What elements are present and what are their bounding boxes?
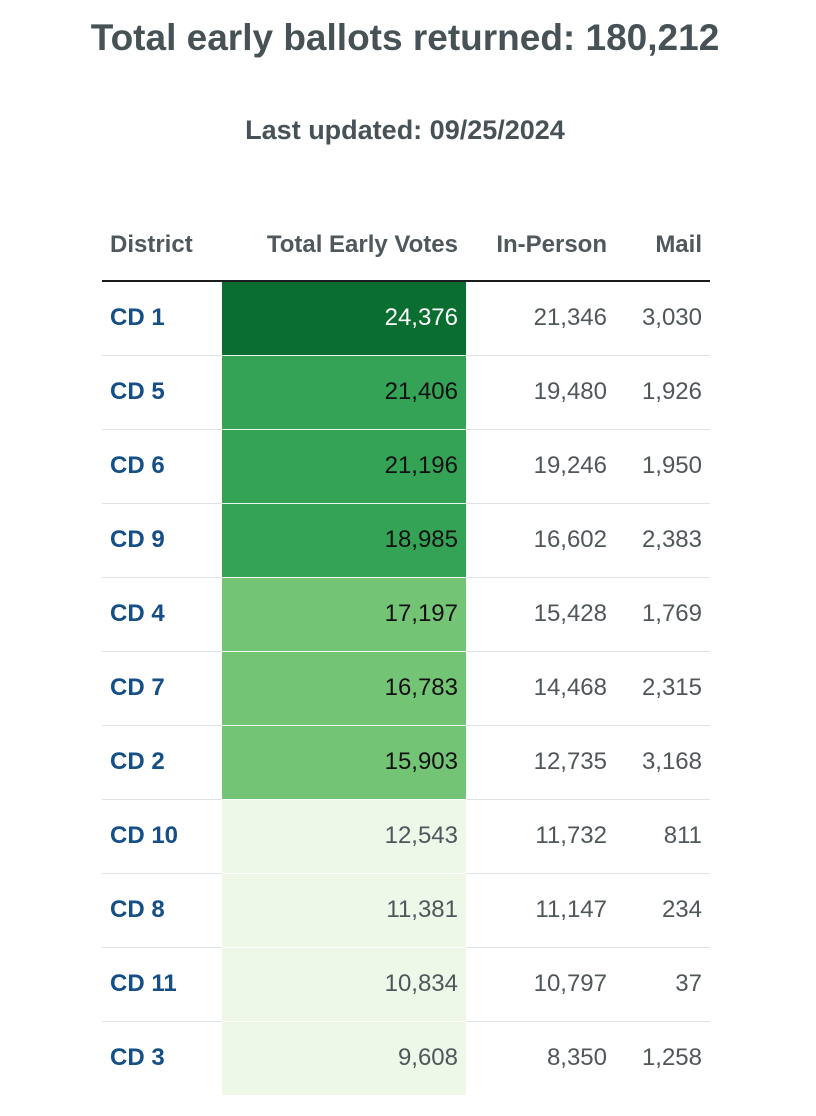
- in-person-cell: 11,732: [466, 799, 615, 874]
- table-body: CD 1 24,376 21,346 3,030 CD 5 21,406 19,480 1,9…: [102, 281, 710, 1095]
- in-person-cell: 19,246: [466, 429, 615, 504]
- column-header-total-early-votes[interactable]: Total Early Votes: [222, 209, 466, 282]
- table-row: CD 11 10,834 10,797 37: [102, 947, 710, 1022]
- district-cell[interactable]: CD 11: [102, 947, 222, 1022]
- mail-cell: 811: [615, 799, 710, 874]
- in-person-cell: 15,428: [466, 577, 615, 652]
- district-cell[interactable]: CD 7: [102, 651, 222, 726]
- table-row: CD 5 21,406 19,480 1,926: [102, 355, 710, 430]
- mail-cell: 1,258: [641, 1044, 702, 1072]
- total-early-votes-cell: 21,406: [222, 355, 466, 430]
- table-row: CD 2 15,903 12,735 3,168: [102, 725, 710, 800]
- district-cell[interactable]: CD 6: [102, 429, 222, 504]
- total-early-votes-cell: 24,376: [222, 281, 466, 356]
- mail-cell: 37: [615, 947, 710, 1022]
- district-cell[interactable]: CD 9: [102, 503, 222, 578]
- total-early-votes-cell: 11,381: [222, 873, 466, 948]
- district-cell[interactable]: CD 1: [102, 281, 222, 356]
- in-person-cell: 11,147: [466, 873, 615, 948]
- column-header-district[interactable]: District: [102, 209, 222, 282]
- mail-cell: 3,168: [615, 725, 710, 800]
- early-votes-table: District Total Early Votes In-Person Mai…: [102, 209, 710, 1095]
- mail-cell: 1,769: [615, 577, 710, 652]
- table-row: CD 1 24,376 21,346 3,030: [102, 281, 710, 356]
- header-row: District Total Early Votes In-Person Mai…: [102, 209, 710, 282]
- in-person-cell: 21,346: [466, 281, 615, 356]
- mail-cell: 1,950: [615, 429, 710, 504]
- page-title: Total early ballots returned: 180,212: [90, 17, 720, 58]
- in-person-cell: 19,480: [466, 355, 615, 430]
- district-cell[interactable]: CD 5: [102, 355, 222, 430]
- table-row: CD 10 12,543 11,732 811: [102, 799, 710, 874]
- total-early-votes-cell: 10,834: [222, 947, 466, 1022]
- in-person-cell: 8,350: [546, 1044, 607, 1072]
- total-early-votes-cell: 21,196: [222, 429, 466, 504]
- in-person-cell: 12,735: [466, 725, 615, 800]
- column-header-mail[interactable]: Mail: [615, 209, 710, 282]
- mail-cell: 1,926: [615, 355, 710, 430]
- table-row: CD 8 11,381 11,147 234: [102, 873, 710, 948]
- total-early-votes-cell: 16,783: [222, 651, 466, 726]
- table-row: CD 3 9,608 8,350 1,258: [102, 1021, 710, 1095]
- district-cell[interactable]: CD 3: [110, 1044, 165, 1072]
- mail-cell: 3,030: [615, 281, 710, 356]
- district-cell[interactable]: CD 10: [102, 799, 222, 874]
- table-row: CD 4 17,197 15,428 1,769: [102, 577, 710, 652]
- mail-cell: 2,383: [615, 503, 710, 578]
- district-cell[interactable]: CD 8: [102, 873, 222, 948]
- table-row: CD 9 18,985 16,602 2,383: [102, 503, 710, 578]
- table-row: CD 6 21,196 19,246 1,950: [102, 429, 710, 504]
- column-header-in-person[interactable]: In-Person: [466, 209, 615, 282]
- total-early-votes-cell: 17,197: [222, 577, 466, 652]
- in-person-cell: 16,602: [466, 503, 615, 578]
- total-early-votes-cell: 9,608: [222, 1021, 466, 1095]
- total-early-votes-cell: 15,903: [222, 725, 466, 800]
- table-row: CD 7 16,783 14,468 2,315: [102, 651, 710, 726]
- last-updated-text: Last updated: 09/25/2024: [245, 115, 565, 145]
- in-person-cell: 10,797: [466, 947, 615, 1022]
- district-cell[interactable]: CD 4: [102, 577, 222, 652]
- district-cell[interactable]: CD 2: [102, 725, 222, 800]
- mail-cell: 2,315: [615, 651, 710, 726]
- total-early-votes-cell: 12,543: [222, 799, 466, 874]
- table-header: District Total Early Votes In-Person Mai…: [102, 209, 710, 282]
- in-person-cell: 14,468: [466, 651, 615, 726]
- mail-cell: 234: [615, 873, 710, 948]
- total-early-votes-cell: 18,985: [222, 503, 466, 578]
